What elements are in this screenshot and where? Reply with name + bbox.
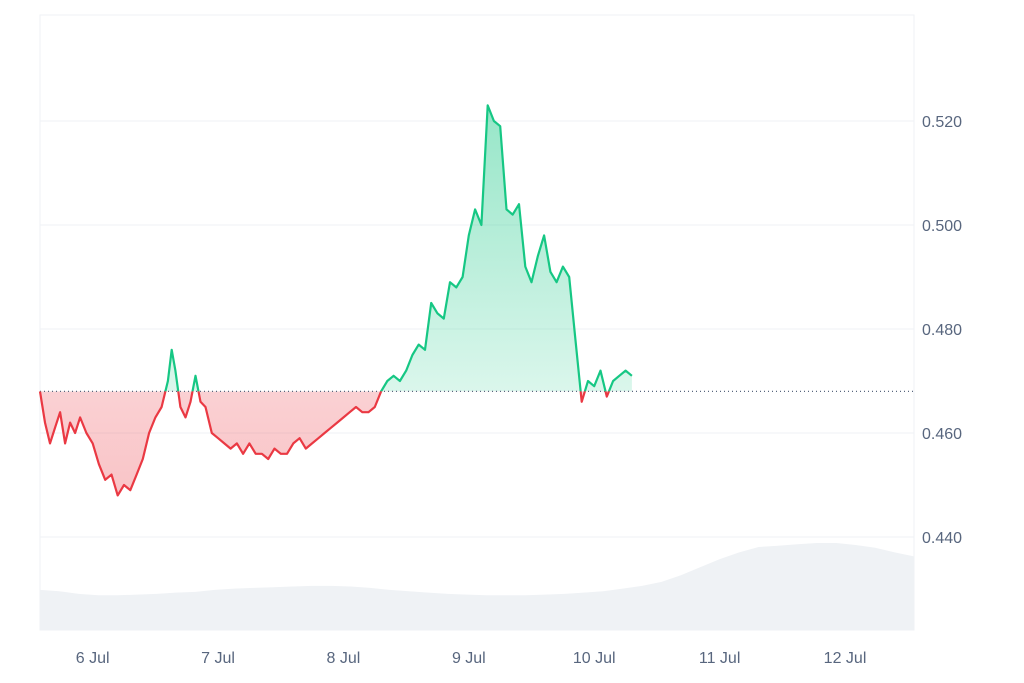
x-tick-label: 10 Jul xyxy=(573,650,616,667)
price-area-down xyxy=(40,391,632,496)
price-line-down xyxy=(38,391,611,497)
x-tick-label: 12 Jul xyxy=(824,650,867,667)
x-tick-label: 11 Jul xyxy=(699,650,741,667)
y-tick-label: 0.440 xyxy=(922,530,962,547)
x-tick-label: 6 Jul xyxy=(76,650,110,667)
volume-area xyxy=(40,543,914,630)
x-tick-label: 7 Jul xyxy=(201,650,235,667)
y-tick-label: 0.500 xyxy=(922,218,962,235)
price-line-up xyxy=(40,104,633,392)
x-axis: 6 Jul 7 Jul 8 Jul 9 Jul 10 Jul 11 Jul 12 Jul xyxy=(76,650,867,667)
x-tick-label: 9 Jul xyxy=(452,650,486,667)
price-area xyxy=(40,105,632,496)
price-line xyxy=(38,104,633,497)
price-area-up xyxy=(165,105,632,392)
y-tick-label: 0.520 xyxy=(922,114,962,131)
y-tick-label: 0.460 xyxy=(922,426,962,443)
y-tick-label: 0.480 xyxy=(922,322,962,339)
volume-area xyxy=(40,543,914,630)
x-tick-label: 8 Jul xyxy=(327,650,361,667)
y-axis: 0.440 0.460 0.480 0.500 0.520 xyxy=(922,114,962,547)
